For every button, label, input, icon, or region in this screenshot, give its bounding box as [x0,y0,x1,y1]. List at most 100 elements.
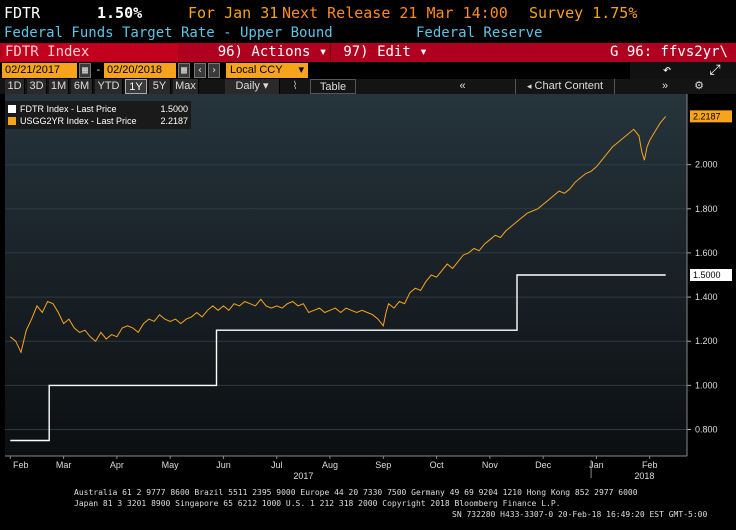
last-value: 1.50% [97,4,143,22]
legend-label: USGG2YR Index - Last Price [20,116,137,126]
next-period-icon[interactable]: › [208,63,220,78]
currency-select[interactable]: Local CCY ▾ [226,63,308,78]
date-controls: 02/21/2017 ▦ - 02/20/2018 ▦ ‹ › Local CC… [0,62,736,79]
for-label: For Jan 31 [188,4,279,22]
x-tick-label: Dec [535,460,552,470]
subtitle-line: Federal Funds Target Rate - Upper Bound … [0,25,736,43]
y-tick-label: 1.800 [695,204,718,214]
calendar-icon[interactable]: ▦ [178,63,190,78]
x-tick-label: Apr [110,460,124,470]
footer-phones-1: Australia 61 2 9777 8600 Brazil 5511 239… [74,488,638,497]
x-tick-label: Jan [589,460,604,470]
year-label: 2018 [634,471,654,481]
last-value-tag-text: 1.5000 [693,270,721,280]
actions-button[interactable]: 96) Actions ▾ [215,44,330,61]
start-date-field[interactable]: 02/21/2017 [2,63,77,78]
chart-legend: FDTR Index - Last Price 1.5000 USGG2YR I… [5,101,191,129]
undo-icon[interactable]: ↶ [662,62,672,78]
year-label: 2017 [293,471,313,481]
prev-period-icon[interactable]: ‹ [194,63,206,78]
legend-value: 2.2187 [160,116,188,126]
footer: Australia 61 2 9777 8600 Brazil 5511 239… [0,486,736,530]
x-tick-label: Feb [642,460,658,470]
chart-content-icon: ◂ [526,81,532,91]
edit-number: 97) [343,44,369,60]
x-tick-label: May [162,460,180,470]
currency-label: Local CCY [230,64,283,76]
y-tick-label: 1.600 [695,248,718,258]
y-tick-label: 1.200 [695,336,718,346]
last-value-tag-bg [690,269,732,281]
survey-value: Survey 1.75% [529,4,638,22]
frequency-select[interactable]: Daily ▾ [225,79,280,94]
frequency-label: Daily [235,80,260,92]
chart-content-label: Chart Content [534,80,604,92]
x-tick-label: Aug [322,460,338,470]
legend-value: 1.5000 [160,104,188,114]
calendar-icon[interactable]: ▦ [79,63,91,78]
footer-phones-2: Japan 81 3 3201 8900 Singapore 65 6212 1… [74,499,561,508]
ticker-symbol: FDTR [4,4,41,22]
series-line-0 [10,274,666,442]
line-chart-icon[interactable]: ⌇ [292,80,298,92]
grid-lines [5,164,687,431]
y-tick-label: 1.000 [695,380,718,390]
security-title: FDTR Index [2,44,178,61]
legend-swatch [8,105,16,113]
y-tick-label: 2.000 [695,160,718,170]
edit-button[interactable]: 97) Edit ▾ [330,44,440,61]
x-tick-label: Mar [56,460,72,470]
source-name: Federal Reserve [416,25,543,41]
security-description: Federal Funds Target Rate - Upper Bound [4,25,333,41]
legend-label: FDTR Index - Last Price [20,104,117,114]
range-button-1y[interactable]: 1Y [125,79,147,94]
date-separator: - [95,63,102,76]
range-button-ytd[interactable]: YTD [95,79,123,94]
range-button-3d[interactable]: 3D [27,79,47,94]
actions-number: 96) [217,44,243,60]
last-value-tag-bg [690,110,732,123]
expand-icon[interactable]: ⤢ [709,62,721,78]
x-tick-label: Jul [271,460,283,470]
last-value-tag: 2.2187 [690,110,732,123]
series-lines [9,116,667,442]
range-button-6m[interactable]: 6M [71,79,93,94]
x-tick-label: Feb [13,460,29,470]
collapse-icon[interactable]: « [459,80,466,92]
price-chart[interactable]: 0.800 1.000 1.200 1.400 1.600 1.800 2.000 Feb Ma… [0,94,736,484]
range-button-1m[interactable]: 1M [49,79,69,94]
range-bar: 1D 3D 1M 6M YTD 1Y 5Y Max Daily ▾ ⌇ Table « ◂ C… [0,79,736,94]
range-button-5y[interactable]: 5Y [149,79,171,94]
actions-label: Actions [251,44,311,60]
edit-label: Edit [377,44,411,60]
gear-icon[interactable]: ⚙ [694,80,704,92]
command-line[interactable]: G 96: ffvs2yr\ [609,44,728,60]
series-line-1 [9,116,667,354]
ticker-line: FDTR 1.50% For Jan 31 Next Release 21 Ma… [0,4,736,24]
end-date-field[interactable]: 02/20/2018 [104,63,176,78]
y-tick-label: 0.800 [695,425,718,435]
chevron-down-icon: ▾ [318,44,328,60]
axes: 0.800 1.000 1.200 1.400 1.600 1.800 2.000 Feb Ma… [5,94,732,481]
chart-content-button[interactable]: ◂ Chart Content [515,79,615,94]
expand-right-icon[interactable]: » [661,80,669,92]
y-tick-label: 1.400 [695,292,718,302]
chevron-down-icon: ▾ [298,64,304,76]
legend-entry-usgg2yr: USGG2YR Index - Last Price 2.2187 [8,115,188,127]
nav-button-area [630,62,736,79]
x-tick-label: Sep [375,460,391,470]
next-release: Next Release 21 Mar 14:00 [282,4,508,22]
x-tick-label: Oct [430,460,445,470]
range-button-max[interactable]: Max [173,79,199,94]
legend-swatch [8,117,16,125]
chevron-down-icon: ▾ [419,44,428,60]
range-button-1d[interactable]: 1D [5,79,25,94]
legend-entry-fdtr: FDTR Index - Last Price 1.5000 [8,103,188,115]
last-value-tag: 1.5000 [690,269,732,281]
footer-session: SN 732280 H433-3307-0 20-Feb-18 16:49:20… [452,510,708,519]
last-value-tag-text: 2.2187 [693,111,721,121]
table-button[interactable]: Table [310,79,356,94]
toolbar: FDTR Index 96) Actions ▾ 97) Edit ▾ G 96… [0,43,736,62]
x-tick-label: Nov [482,460,499,470]
x-tick-label: Jun [216,460,231,470]
